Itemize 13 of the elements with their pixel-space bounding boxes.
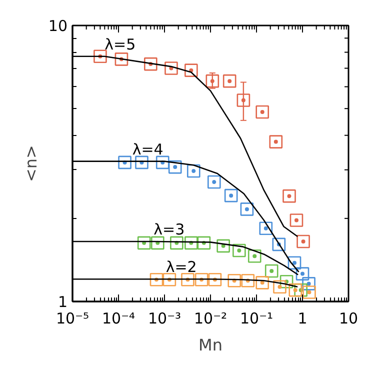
x-tick-label: 10	[338, 310, 358, 328]
series-label: λ=2	[166, 258, 197, 276]
legend-label: λ=5	[104, 35, 136, 54]
series-label: λ=4	[132, 140, 164, 158]
x-tick-label: 10⁻²	[194, 310, 228, 328]
x-axis-title: Mn	[198, 336, 222, 354]
x-tick-label: 10⁻¹	[240, 310, 274, 328]
y-axis-title: <n>	[21, 145, 40, 182]
x-tick-label: 10⁻⁴	[102, 310, 136, 328]
x-tick-label: 10⁻³	[148, 310, 182, 328]
x-tick-label: 10⁻⁵	[56, 310, 90, 328]
x-tick-label: 1	[298, 310, 308, 328]
series-label: λ=3	[154, 220, 185, 238]
